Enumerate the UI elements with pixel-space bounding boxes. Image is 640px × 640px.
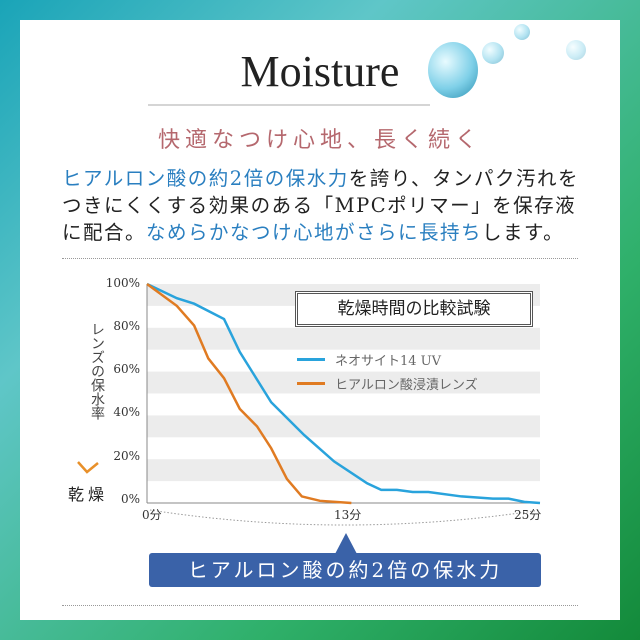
water-drop-large-icon bbox=[428, 42, 478, 98]
y-tick: 80% bbox=[113, 319, 140, 333]
grid-band bbox=[147, 371, 540, 394]
y-tick: 60% bbox=[113, 362, 140, 376]
series-line-0 bbox=[146, 282, 541, 505]
y-tick: 0% bbox=[120, 492, 140, 506]
x-tick: 25分 bbox=[514, 508, 542, 522]
dry-label: 乾燥 bbox=[68, 485, 109, 504]
x-tick: 0分 bbox=[142, 508, 162, 522]
highlight-text: ヒアルロン酸の約2倍の保水力 bbox=[62, 167, 349, 190]
description: ヒアルロン酸の約2倍の保水力を誇り、タンパク汚れを つきにくくする効果のある「M… bbox=[62, 165, 602, 246]
water-drop-icon bbox=[514, 24, 530, 40]
arrow-down-icon bbox=[77, 461, 99, 474]
grid-band bbox=[147, 327, 540, 350]
y-tick: 100% bbox=[105, 276, 140, 290]
chart-frame bbox=[62, 258, 578, 606]
y-tick: 20% bbox=[113, 449, 140, 463]
legend-label: ヒアルロン酸浸漬レンズ bbox=[335, 378, 478, 393]
page-title: Moisture bbox=[240, 47, 400, 96]
legend-item: ネオサイト14 UV bbox=[297, 350, 441, 369]
x-tick: 13分 bbox=[334, 508, 362, 522]
text: します。 bbox=[482, 221, 565, 244]
y-tick: 40% bbox=[113, 405, 140, 419]
grid-band bbox=[147, 459, 540, 482]
text: つきにくくする効果のある「MPCポリマー」を保存液 bbox=[62, 194, 577, 217]
text: を誇り、タンパク汚れを bbox=[348, 167, 579, 190]
banner: ヒアルロン酸の約2倍の保水力 bbox=[149, 553, 541, 587]
water-drop-icon bbox=[482, 42, 504, 64]
chart-title: 乾燥時間の比較試験 bbox=[295, 291, 533, 327]
legend-label: ネオサイト14 UV bbox=[335, 354, 442, 369]
subtitle: 快適なつけ心地、長く続く bbox=[157, 128, 482, 153]
banner-pointer bbox=[335, 533, 357, 554]
highlight-text: なめらかなつけ心地がさらに長持ち bbox=[146, 221, 483, 244]
legend-item: ヒアルロン酸浸漬レンズ bbox=[297, 374, 478, 393]
y-axis-label: レンズの保水率 bbox=[89, 322, 105, 420]
title-divider bbox=[148, 104, 430, 106]
series-line-1 bbox=[146, 282, 352, 505]
water-drop-icon bbox=[566, 40, 586, 60]
text: に配合。 bbox=[62, 221, 147, 244]
grid-band bbox=[147, 415, 540, 438]
